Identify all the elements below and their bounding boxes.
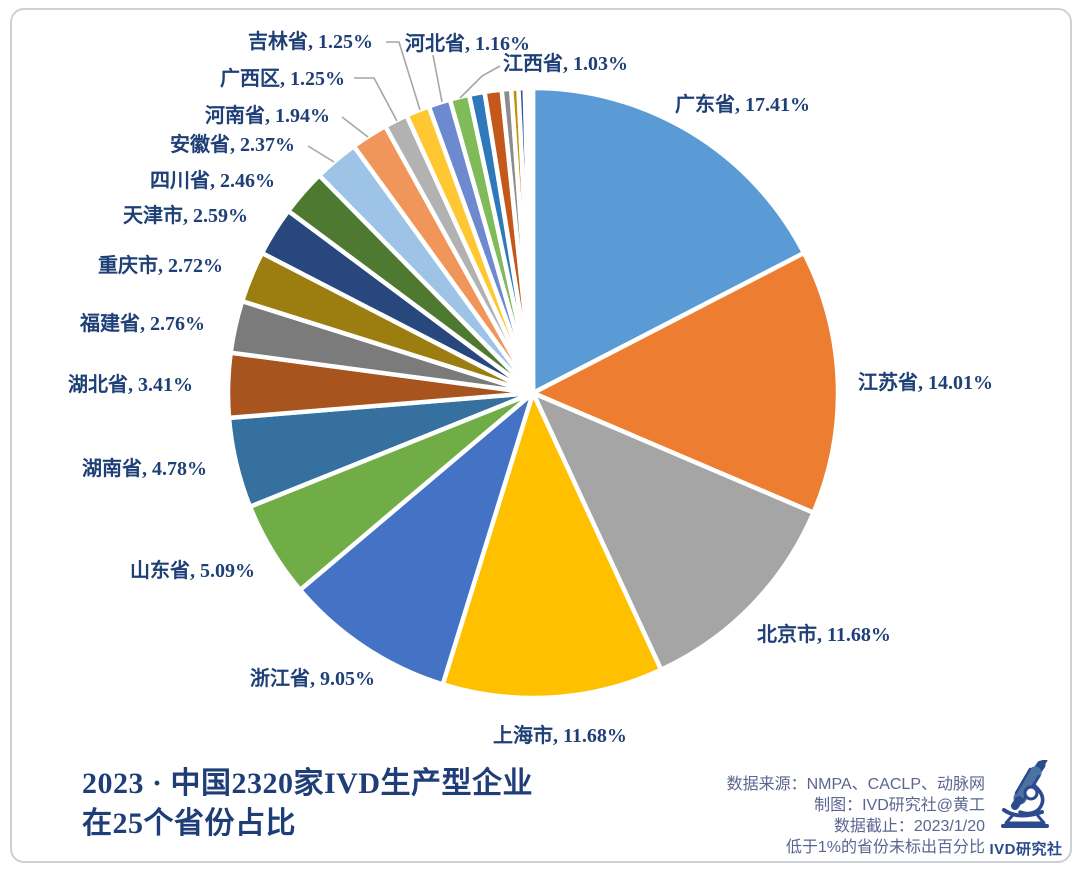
slice-label: 重庆市, 2.72% xyxy=(98,253,223,277)
slice-label: 广东省, 17.41% xyxy=(675,92,810,116)
brand-logo-text: IVD研究社 xyxy=(989,841,1063,858)
slice-label: 浙江省, 9.05% xyxy=(250,666,375,690)
source-line-author: 制图：IVD研究社@黄工 xyxy=(814,797,985,814)
slice-label: 江苏省, 14.01% xyxy=(858,371,993,394)
source-line-datasource: 数据来源：NMPA、CACLP、动脉网 xyxy=(726,776,985,793)
slice-label: 四川省, 2.46% xyxy=(150,169,275,192)
leader-line xyxy=(432,54,443,103)
slice-label: 吉林省, 1.25% xyxy=(248,29,373,53)
slice-label: 上海市, 11.68% xyxy=(493,723,627,747)
slice-label: 江西省, 1.03% xyxy=(503,52,628,75)
pie-slice xyxy=(526,85,536,396)
slice-label: 广西区, 1.25% xyxy=(220,66,345,90)
chart-title-line1: 2023 · 中国2320家IVD生产型企业 xyxy=(82,767,534,800)
microscope-icon xyxy=(1001,757,1049,828)
pie-slice xyxy=(530,85,807,396)
slice-label: 天津市, 2.59% xyxy=(123,203,248,227)
slice-label: 北京市, 11.68% xyxy=(757,622,891,646)
source-line-note: 低于1%的省份未标出百分比 xyxy=(785,839,985,856)
chart-title-line2: 在25个省份占比 xyxy=(82,807,296,840)
chart-title: 2023 · 中国2320家IVD生产型企业 在25个省份占比 xyxy=(82,764,533,844)
slice-label: 湖北省, 3.41% xyxy=(68,373,193,396)
source-info: 数据来源：NMPA、CACLP、动脉网 制图：IVD研究社@黄工 数据截止：20… xyxy=(565,774,985,858)
slice-label: 山东省, 5.09% xyxy=(130,558,255,582)
pie-slice xyxy=(297,390,536,687)
leader-line xyxy=(354,77,398,122)
slice-label: 安徽省, 2.37% xyxy=(170,132,295,156)
slice-label: 河北省, 1.16% xyxy=(405,32,530,55)
pie-slice xyxy=(530,250,841,515)
leader-line xyxy=(307,145,335,163)
leader-line xyxy=(341,116,369,138)
pie-slice xyxy=(530,390,816,673)
pie-slice xyxy=(440,390,664,701)
brand-logo: IVD研究社 xyxy=(988,757,1064,859)
slice-label: 福建省, 2.76% xyxy=(79,311,205,335)
slice-label: 河南省, 1.94% xyxy=(205,104,330,127)
source-line-cutoff: 数据截止：2023/1/20 xyxy=(833,818,985,835)
slice-label: 湖南省, 4.78% xyxy=(82,457,207,480)
leader-line xyxy=(386,41,421,111)
leader-line xyxy=(459,65,501,99)
